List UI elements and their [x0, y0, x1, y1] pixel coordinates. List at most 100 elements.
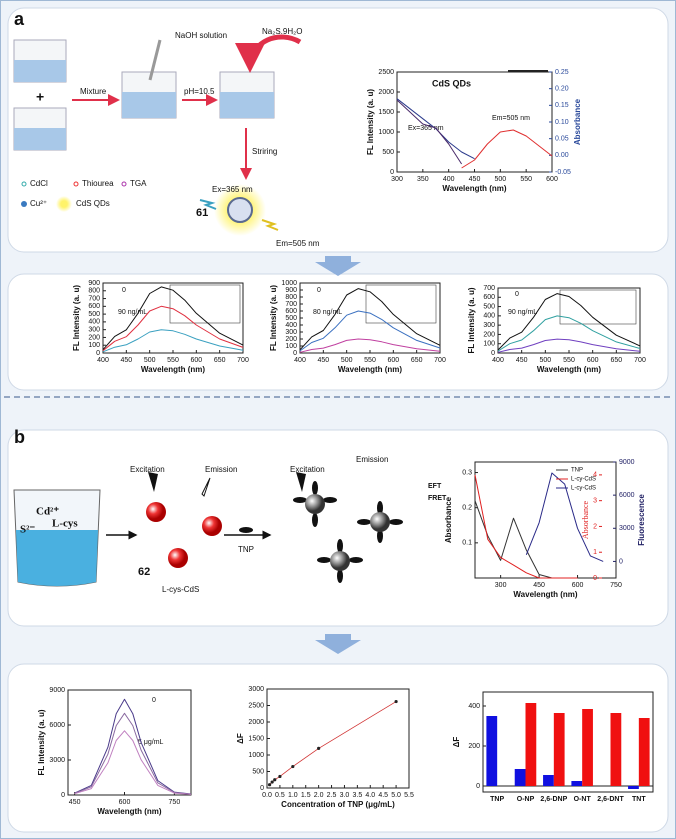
y-tick-label: 6000 — [49, 722, 65, 729]
point — [291, 764, 295, 769]
point — [317, 746, 321, 751]
x-tick-label: 3.5 — [352, 792, 362, 799]
chart: 0 100 200 300 400 500 600 700 400 450 500 550 600 650… — [467, 285, 646, 374]
x-tick-label: 400 — [443, 176, 455, 183]
x-tick-label: 500 — [494, 176, 506, 183]
y-tick-label: 800 — [88, 288, 100, 295]
y-tick-label: 500 — [285, 315, 297, 322]
x-tick-label: O-NP — [517, 796, 535, 803]
legend-label: CdCl — [30, 179, 48, 188]
x-tick-label: 600 — [387, 357, 399, 364]
series-line — [102, 286, 244, 351]
y-tick-label: 200 — [285, 336, 297, 343]
y-tick-label: 500 — [252, 768, 264, 775]
y-axis-label: FL Intensity (a. u) — [269, 285, 278, 351]
scheme-label: Na₂S.9H₂O — [262, 27, 302, 36]
point — [394, 699, 398, 704]
y-tick-label: 2000 — [378, 89, 394, 96]
y2-tick-label: 9000 — [619, 459, 635, 466]
bar — [525, 703, 537, 786]
x-tick-label: 2.0 — [314, 792, 324, 799]
x-tick-label: 500 — [539, 357, 551, 364]
y-tick-label: 600 — [88, 303, 100, 310]
series-line — [74, 698, 192, 795]
x-tick-label: 600 — [190, 357, 202, 364]
y-tick-label: 1500 — [248, 735, 264, 742]
bar — [582, 709, 593, 786]
solution — [122, 92, 176, 118]
y-tick-label: 600 — [483, 294, 495, 301]
y-tick-label: 900 — [88, 280, 100, 287]
panel-label: a — [14, 9, 25, 29]
y-tick-label: 400 — [88, 319, 100, 326]
y2-tick-label: 3000 — [619, 525, 635, 532]
x-tick-label: 500 — [144, 357, 156, 364]
legend-label: Cu²⁺ — [30, 199, 47, 208]
x-axis-label: Wavelength (nm) — [141, 365, 205, 374]
x-axis-label: Wavelength (nm) — [513, 590, 577, 599]
y-tick-label: 800 — [285, 294, 297, 301]
dropper — [148, 39, 162, 81]
l-cys-cds — [202, 516, 222, 536]
y-tick-label: 1000 — [248, 752, 264, 759]
y-tick-label: 400 — [285, 322, 297, 329]
y2-tick-label: 6000 — [619, 492, 635, 499]
y-tick-label: 100 — [88, 342, 100, 349]
legend-qd — [56, 196, 72, 212]
y-tick-label: 100 — [285, 343, 297, 350]
compound-number: 62 — [138, 566, 150, 578]
annotation: 0 — [152, 697, 156, 704]
y-tick-label: 300 — [483, 322, 495, 329]
down-arrow — [315, 634, 361, 654]
legend-dot — [21, 201, 27, 207]
y-tick-label: 300 — [88, 327, 100, 334]
x-tick-label: 1.5 — [301, 792, 311, 799]
annotation: FRET — [428, 495, 447, 502]
series-line — [299, 288, 441, 351]
y3-axis-label: Absorbance — [581, 500, 590, 539]
x-tick-label: 450 — [120, 357, 132, 364]
y-tick-label: 0 — [476, 783, 480, 790]
y-tick-label: 700 — [483, 285, 495, 292]
tnp — [239, 527, 253, 533]
annotation: 0 — [317, 287, 321, 294]
x-tick-label: 1.0 — [288, 792, 298, 799]
y-tick-label: 0 — [390, 169, 394, 176]
legend-label: Thiourea — [82, 179, 114, 188]
scheme-label: Em=505 nm — [276, 239, 320, 248]
annotation: Ex=365 nm — [408, 125, 444, 132]
series-line — [102, 305, 244, 352]
x-tick-label: 700 — [237, 357, 249, 364]
y2-axis-label: Fluorescence — [637, 494, 646, 546]
y-tick-label: 3000 — [49, 757, 65, 764]
y-tick-label: 700 — [285, 301, 297, 308]
bar — [571, 781, 583, 786]
plot-area — [67, 689, 192, 796]
y-axis-label: FL Intensity (a. u) — [467, 287, 476, 353]
bar — [553, 713, 565, 786]
x-tick-label: 0.0 — [262, 792, 272, 799]
y-axis-label: FL Intensity (a. u) — [366, 89, 375, 155]
x-tick-label: 2.5 — [327, 792, 337, 799]
annotation: EFT — [428, 483, 442, 490]
y-tick-label: 0.2 — [462, 505, 472, 512]
bar — [543, 775, 554, 786]
y-tick-label: 900 — [285, 287, 297, 294]
x-tick-label: 450 — [69, 799, 81, 806]
scheme-label: Emission — [205, 465, 237, 474]
x-tick-label: 500 — [341, 357, 353, 364]
chart: 0 3000 6000 9000 450 600 750 Wavelength (nm) FL … — [37, 687, 192, 816]
legend-dot — [21, 181, 27, 187]
scheme-label: TNP — [238, 545, 254, 554]
x-tick-label: 400 — [294, 357, 306, 364]
plus: + — [36, 89, 44, 105]
series-line — [396, 99, 463, 165]
x-tick-label: 550 — [520, 176, 532, 183]
qd — [227, 197, 253, 223]
plot-area — [396, 71, 553, 173]
y-tick-label: 2000 — [248, 719, 264, 726]
inset — [365, 284, 437, 324]
x-tick-label: TNP — [490, 796, 504, 803]
